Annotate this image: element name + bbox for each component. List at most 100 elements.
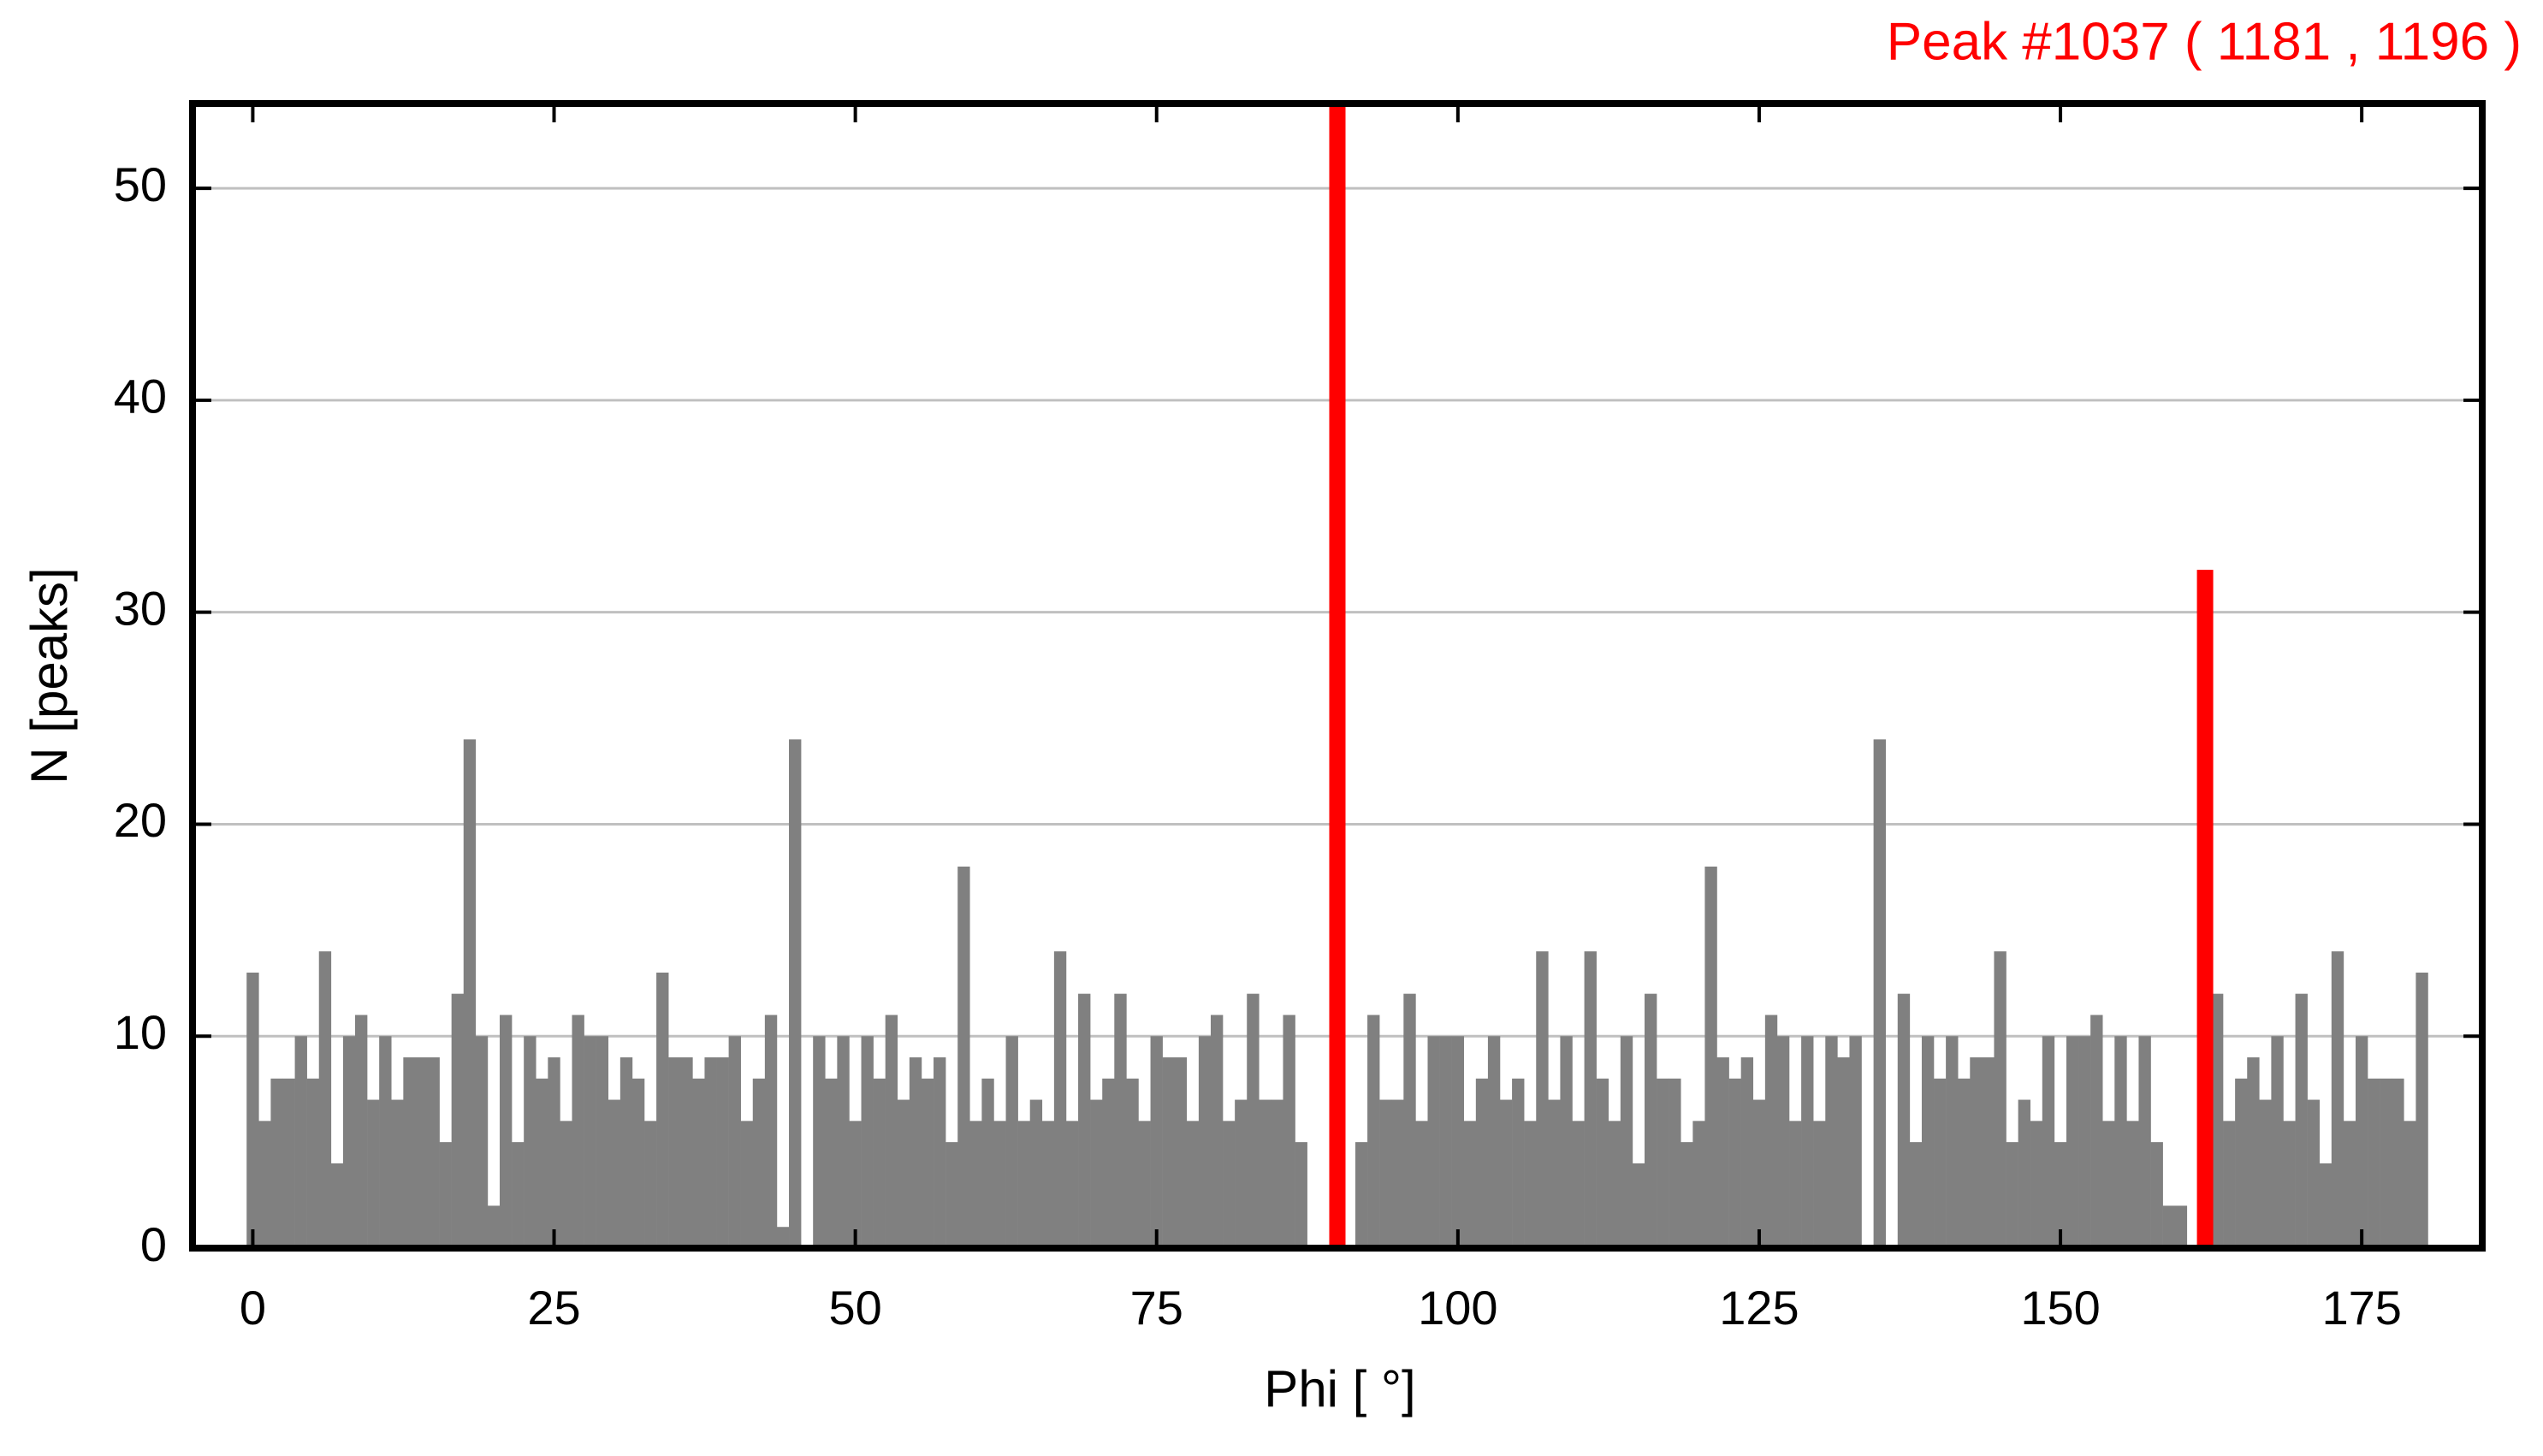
bar	[294, 1036, 307, 1248]
bar	[2150, 1142, 2163, 1248]
bar	[2223, 1121, 2236, 1248]
bar	[1692, 1121, 1705, 1248]
bar	[548, 1057, 560, 1248]
chart-title: Peak #1037 ( 1181 , 1196 )	[1887, 12, 2522, 71]
bar	[2368, 1078, 2380, 1248]
bar	[1596, 1078, 1609, 1248]
bar	[1946, 1036, 1959, 1248]
bar	[1379, 1099, 1392, 1248]
bar	[2307, 1099, 2321, 1248]
bar	[560, 1121, 572, 1248]
bar	[861, 1036, 874, 1248]
bar	[2343, 1121, 2356, 1248]
bar	[1475, 1078, 1489, 1248]
plot-frame	[189, 100, 2486, 1252]
y-tick-label: 30	[114, 581, 167, 635]
bar	[1029, 1099, 1043, 1248]
bar	[2114, 1036, 2127, 1248]
x-tick-label: 25	[527, 1281, 580, 1335]
bar	[391, 1099, 404, 1248]
bar	[330, 1163, 344, 1248]
bar	[1487, 1036, 1501, 1248]
bar	[1126, 1078, 1139, 1248]
bar	[981, 1078, 994, 1248]
bar	[306, 1078, 320, 1248]
bar	[1223, 1121, 1236, 1248]
bar	[825, 1078, 838, 1248]
bar	[1632, 1163, 1645, 1248]
x-tick-label: 100	[1418, 1281, 1497, 1335]
bar	[584, 1036, 596, 1248]
bar	[993, 1121, 1006, 1248]
bar	[1329, 104, 1346, 1248]
bar	[2174, 1205, 2188, 1248]
bar	[704, 1057, 717, 1248]
bar	[1669, 1078, 1681, 1248]
bar	[2380, 1078, 2392, 1248]
bar	[403, 1057, 416, 1248]
bar	[1391, 1099, 1404, 1248]
bar	[608, 1099, 621, 1248]
bar	[631, 1078, 645, 1248]
bar	[1970, 1057, 1983, 1248]
bar	[1572, 1121, 1585, 1248]
bar	[1620, 1036, 1633, 1248]
bar	[415, 1057, 428, 1248]
bar	[1789, 1121, 1802, 1248]
bar	[945, 1142, 958, 1248]
bar	[1247, 993, 1260, 1248]
bar	[536, 1078, 548, 1248]
bar	[1065, 1121, 1079, 1248]
bar	[463, 739, 477, 1248]
bar	[1897, 993, 1911, 1248]
bar	[909, 1057, 922, 1248]
bar	[1645, 993, 1657, 1248]
bar	[1354, 1142, 1368, 1248]
bar	[1608, 1121, 1621, 1248]
bar	[1776, 1036, 1790, 1248]
bar	[897, 1099, 910, 1248]
bar	[619, 1057, 633, 1248]
bar	[2271, 1036, 2284, 1248]
bar	[921, 1078, 934, 1248]
bar	[849, 1121, 862, 1248]
bar	[2030, 1121, 2043, 1248]
bar	[2392, 1078, 2404, 1248]
bar	[1813, 1121, 1826, 1248]
bar	[1186, 1121, 1200, 1248]
bar	[1704, 867, 1717, 1248]
bar	[813, 1036, 826, 1248]
bar	[1499, 1099, 1513, 1248]
bar	[282, 1078, 295, 1248]
bar	[2235, 1078, 2248, 1248]
bar	[2126, 1121, 2139, 1248]
bar	[885, 1015, 898, 1248]
bar	[1427, 1036, 1440, 1248]
bars	[246, 104, 2428, 1248]
bar	[439, 1142, 452, 1248]
bar	[1114, 993, 1127, 1248]
bar	[2210, 993, 2224, 1248]
x-tick-label: 75	[1130, 1281, 1183, 1335]
bar	[1994, 951, 2007, 1248]
bar	[764, 1015, 778, 1248]
bar	[475, 1036, 489, 1248]
bar	[1849, 1036, 1862, 1248]
bar	[258, 1121, 271, 1248]
bar	[1295, 1142, 1307, 1248]
bar	[668, 1057, 681, 1248]
bar	[2162, 1205, 2175, 1248]
bar	[1801, 1036, 1814, 1248]
bar	[2331, 951, 2344, 1248]
bar	[318, 951, 332, 1248]
bar	[1524, 1121, 1537, 1248]
bar	[1259, 1099, 1272, 1248]
bar	[2319, 1163, 2333, 1248]
bar	[2295, 993, 2308, 1248]
bar	[342, 1036, 356, 1248]
bar	[1548, 1099, 1561, 1248]
x-tick-label: 50	[828, 1281, 881, 1335]
bar	[728, 1036, 741, 1248]
bar	[656, 972, 669, 1248]
bar	[644, 1121, 657, 1248]
